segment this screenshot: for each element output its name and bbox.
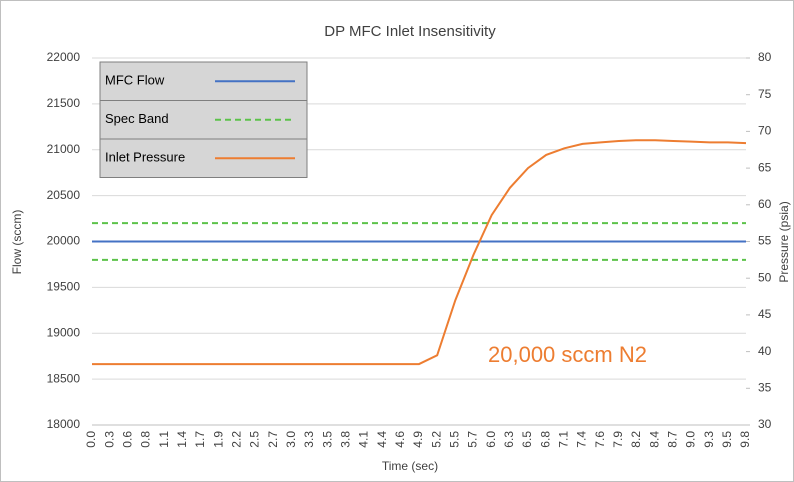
y2-tick-label: 40 <box>758 344 772 358</box>
legend-label: Inlet Pressure <box>105 150 185 165</box>
y-tick-label: 19000 <box>47 325 81 339</box>
series-line <box>92 139 747 366</box>
x-tick-label: 9.0 <box>684 431 698 448</box>
legend-label: MFC Flow <box>105 73 165 88</box>
x-tick-label: 7.4 <box>575 431 589 448</box>
x-tick-label: 3.5 <box>320 431 334 448</box>
x-tick-label: 0.6 <box>121 431 135 448</box>
x-tick-label: 3.8 <box>339 431 353 448</box>
x-tick-label: 3.3 <box>302 431 316 448</box>
x-tick-label: 5.7 <box>466 431 480 448</box>
x-tick-label: 6.8 <box>538 431 552 448</box>
x-tick-label: 2.5 <box>248 431 262 448</box>
x-tick-label: 8.2 <box>629 431 643 448</box>
x-tick-label: 9.3 <box>702 431 716 448</box>
x-tick-label: 7.1 <box>557 431 571 448</box>
y2-tick-label: 80 <box>758 50 772 64</box>
y-axis-label: Flow (sccm) <box>10 210 24 275</box>
x-tick-label: 9.5 <box>720 431 734 448</box>
x-tick-label: 3.0 <box>284 431 298 448</box>
y-tick-label: 20000 <box>47 234 81 248</box>
x-tick-label: 8.7 <box>666 431 680 448</box>
x-tick-label: 1.4 <box>175 431 189 448</box>
chart-title: DP MFC Inlet Insensitivity <box>324 23 496 40</box>
legend-label: Spec Band <box>105 111 169 126</box>
y2-tick-label: 65 <box>758 160 772 174</box>
y2-tick-label: 60 <box>758 197 772 211</box>
y2-axis-label: Pressure (psia) <box>777 201 791 282</box>
x-axis-label: Time (sec) <box>382 459 438 473</box>
y-tick-label: 20500 <box>47 188 81 202</box>
y2-tick-label: 70 <box>758 124 772 138</box>
y2-tick-label: 45 <box>758 307 772 321</box>
x-tick-label: 0.3 <box>102 431 116 448</box>
x-tick-label: 4.6 <box>393 431 407 448</box>
x-tick-label: 2.2 <box>230 431 244 448</box>
x-tick-label: 9.8 <box>738 431 752 448</box>
y2-tick-label: 75 <box>758 87 772 101</box>
x-tick-label: 4.4 <box>375 431 389 448</box>
y-tick-label: 18000 <box>47 417 81 431</box>
x-tick-label: 2.7 <box>266 431 280 448</box>
x-tick-label: 6.0 <box>484 431 498 448</box>
y2-tick-label: 30 <box>758 417 772 431</box>
x-tick-label: 5.5 <box>448 431 462 448</box>
x-tick-label: 8.4 <box>647 431 661 448</box>
x-tick-label: 1.1 <box>157 431 171 448</box>
y2-tick-label: 50 <box>758 270 772 284</box>
annotation: 20,000 sccm N2 <box>488 342 647 367</box>
x-tick-label: 6.3 <box>502 431 516 448</box>
x-tick-label: 0.8 <box>139 431 153 448</box>
x-tick-label: 4.1 <box>357 431 371 448</box>
x-tick-label: 1.7 <box>193 431 207 448</box>
y-tick-label: 19500 <box>47 280 81 294</box>
y2-tick-label: 55 <box>758 234 772 248</box>
x-tick-label: 4.9 <box>411 431 425 448</box>
y-tick-label: 21500 <box>47 96 81 110</box>
y-tick-label: 22000 <box>47 50 81 64</box>
x-tick-label: 0.0 <box>84 431 98 448</box>
x-tick-label: 5.2 <box>429 431 443 448</box>
x-tick-label: 7.9 <box>611 431 625 448</box>
x-tick-label: 7.6 <box>593 431 607 448</box>
y-tick-label: 18500 <box>47 371 81 385</box>
x-tick-label: 6.5 <box>520 431 534 448</box>
y2-tick-label: 35 <box>758 380 772 394</box>
x-tick-label: 1.9 <box>211 431 225 448</box>
y-tick-label: 21000 <box>47 142 81 156</box>
